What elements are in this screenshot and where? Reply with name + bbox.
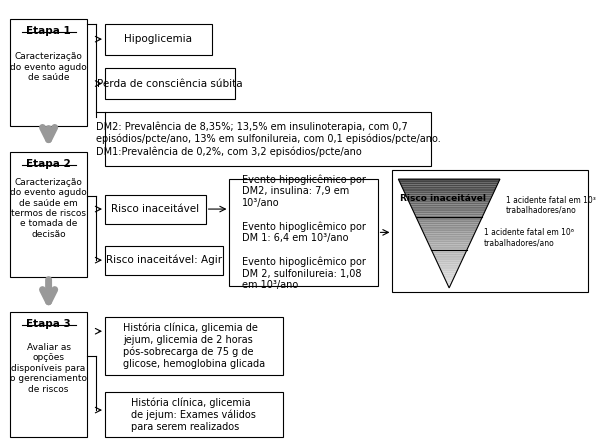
FancyBboxPatch shape — [105, 317, 283, 375]
Polygon shape — [415, 214, 484, 215]
Polygon shape — [421, 228, 477, 230]
FancyBboxPatch shape — [10, 19, 87, 126]
FancyBboxPatch shape — [105, 24, 212, 55]
Polygon shape — [418, 221, 480, 223]
Polygon shape — [448, 286, 450, 288]
Polygon shape — [435, 259, 462, 261]
Text: Caracterização
do evento agudo
de saúde: Caracterização do evento agudo de saúde — [10, 52, 87, 82]
Polygon shape — [442, 272, 457, 274]
Polygon shape — [399, 181, 499, 183]
Polygon shape — [410, 204, 488, 206]
Text: História clínica, glicemia de
jejum, glicemia de 2 horas
pós-sobrecarga de 75 g : História clínica, glicemia de jejum, gli… — [123, 323, 265, 369]
Polygon shape — [441, 270, 458, 272]
Polygon shape — [419, 224, 479, 226]
Text: Risco inaceitável: Risco inaceitável — [111, 204, 199, 214]
FancyBboxPatch shape — [105, 68, 236, 99]
Text: DM2: Prevalência de 8,35%; 13,5% em insulinoterapia, com 0,7
episódios/pcte/ano,: DM2: Prevalência de 8,35%; 13,5% em insu… — [95, 122, 440, 156]
Polygon shape — [413, 210, 486, 212]
FancyBboxPatch shape — [10, 312, 87, 437]
Polygon shape — [408, 199, 491, 201]
FancyBboxPatch shape — [105, 246, 223, 274]
Polygon shape — [404, 192, 494, 194]
Text: Evento hipoglicêmico por
DM2, insulina: 7,9 em
10³/ano

Evento hipoglicêmico por: Evento hipoglicêmico por DM2, insulina: … — [242, 174, 365, 291]
Polygon shape — [446, 283, 451, 284]
Polygon shape — [445, 279, 453, 281]
Text: Hipoglicemia: Hipoglicemia — [124, 34, 192, 44]
Polygon shape — [403, 188, 496, 190]
Text: Risco inaceitável: Risco inaceitável — [400, 194, 486, 202]
Polygon shape — [444, 277, 454, 279]
Polygon shape — [431, 250, 467, 252]
Text: Avaliar as
opções
disponíveis para
o gerenciamento
de riscos: Avaliar as opções disponíveis para o ger… — [10, 343, 87, 394]
Polygon shape — [434, 255, 464, 257]
Polygon shape — [426, 239, 472, 241]
Polygon shape — [411, 206, 487, 208]
Polygon shape — [405, 194, 493, 195]
Polygon shape — [403, 190, 495, 192]
Text: 1 acidente fatal em 10³
trabalhadores/ano: 1 acidente fatal em 10³ trabalhadores/an… — [506, 195, 596, 215]
Polygon shape — [410, 202, 489, 204]
Polygon shape — [448, 284, 451, 286]
FancyBboxPatch shape — [105, 113, 431, 166]
Polygon shape — [430, 246, 469, 248]
Polygon shape — [433, 253, 466, 255]
FancyBboxPatch shape — [392, 170, 588, 292]
Polygon shape — [412, 208, 486, 210]
Polygon shape — [423, 232, 475, 233]
Polygon shape — [416, 217, 482, 219]
Polygon shape — [439, 266, 459, 268]
Polygon shape — [407, 197, 491, 199]
Polygon shape — [420, 226, 478, 228]
FancyBboxPatch shape — [10, 152, 87, 277]
Polygon shape — [399, 179, 500, 181]
Polygon shape — [415, 215, 483, 217]
Polygon shape — [400, 183, 498, 185]
Polygon shape — [424, 235, 474, 237]
Text: Etapa 1: Etapa 1 — [26, 26, 71, 36]
Polygon shape — [446, 281, 453, 283]
Polygon shape — [426, 237, 473, 239]
Text: Caracterização
do evento agudo
de saúde em
termos de riscos
e tomada de
decisão: Caracterização do evento agudo de saúde … — [10, 178, 87, 239]
Text: Etapa 3: Etapa 3 — [26, 319, 71, 329]
Text: 1 acidente fatal em 10⁶
trabalhadores/ano: 1 acidente fatal em 10⁶ trabalhadores/an… — [484, 228, 574, 248]
Polygon shape — [413, 212, 485, 214]
Polygon shape — [406, 195, 493, 197]
FancyBboxPatch shape — [229, 179, 378, 286]
Text: História clínica, glicemia
de jejum: Exames válidos
para serem realizados: História clínica, glicemia de jejum: Exa… — [132, 397, 256, 432]
Polygon shape — [428, 243, 470, 245]
Polygon shape — [430, 248, 468, 250]
Polygon shape — [422, 230, 476, 232]
Polygon shape — [402, 186, 496, 188]
Polygon shape — [435, 257, 464, 259]
Polygon shape — [424, 233, 475, 235]
Polygon shape — [438, 264, 460, 266]
Text: Risco inaceitável: Agir: Risco inaceitável: Agir — [106, 255, 222, 266]
Polygon shape — [437, 261, 462, 262]
Text: Perda de consciência súbita: Perda de consciência súbita — [97, 79, 243, 89]
Polygon shape — [419, 223, 480, 224]
Polygon shape — [440, 268, 458, 270]
FancyBboxPatch shape — [105, 194, 205, 224]
Polygon shape — [408, 201, 490, 202]
Text: Etapa 2: Etapa 2 — [26, 159, 71, 169]
Polygon shape — [432, 252, 466, 253]
Polygon shape — [427, 241, 471, 243]
Polygon shape — [417, 219, 482, 221]
Polygon shape — [443, 275, 455, 277]
Polygon shape — [429, 245, 469, 246]
FancyBboxPatch shape — [105, 392, 283, 437]
Polygon shape — [401, 185, 498, 186]
Polygon shape — [442, 274, 456, 275]
Polygon shape — [437, 262, 461, 264]
